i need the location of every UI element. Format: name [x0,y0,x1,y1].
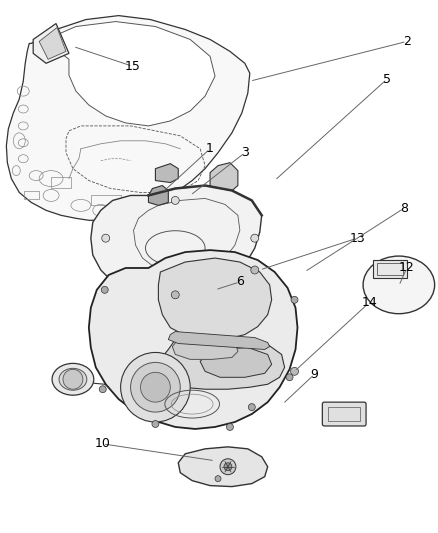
FancyBboxPatch shape [372,260,406,278]
Polygon shape [6,15,249,220]
Circle shape [215,475,220,482]
Circle shape [226,424,233,431]
Circle shape [63,369,83,389]
Text: 12: 12 [398,262,414,274]
Text: 15: 15 [124,60,140,73]
Circle shape [101,286,108,293]
Polygon shape [46,21,215,126]
Text: 1: 1 [206,142,213,155]
Polygon shape [158,258,271,340]
Circle shape [99,386,106,393]
Circle shape [286,374,292,381]
Circle shape [290,296,297,303]
Polygon shape [91,185,261,298]
Polygon shape [155,164,178,182]
Polygon shape [178,447,267,487]
FancyBboxPatch shape [321,402,365,426]
Circle shape [290,367,298,375]
Bar [24,191,39,199]
Text: 8: 8 [399,202,407,215]
Text: 14: 14 [360,296,376,309]
Text: 3: 3 [240,146,248,159]
Polygon shape [33,23,69,63]
Polygon shape [200,348,271,377]
Circle shape [130,362,180,412]
Bar [51,176,71,189]
Circle shape [223,463,231,471]
Polygon shape [39,28,66,59]
Polygon shape [209,163,237,192]
Circle shape [171,291,179,299]
Ellipse shape [362,256,434,314]
Text: 13: 13 [349,232,364,245]
Circle shape [219,459,235,475]
Text: 5: 5 [382,72,390,86]
Bar [133,197,158,204]
Circle shape [171,197,179,204]
Circle shape [250,234,258,242]
Bar [91,196,120,205]
Polygon shape [172,336,237,359]
Text: 6: 6 [235,276,243,288]
Circle shape [171,291,179,299]
Ellipse shape [59,368,87,390]
Circle shape [140,373,170,402]
Text: 2: 2 [402,35,410,48]
Text: 9: 9 [310,368,318,381]
Circle shape [120,352,190,422]
Polygon shape [148,185,168,205]
Ellipse shape [52,364,94,395]
Polygon shape [88,250,297,429]
Text: 10: 10 [95,438,110,450]
Circle shape [248,403,254,410]
Circle shape [152,421,159,427]
Polygon shape [158,335,284,389]
Circle shape [250,266,258,274]
Polygon shape [168,332,269,350]
Circle shape [102,234,110,242]
